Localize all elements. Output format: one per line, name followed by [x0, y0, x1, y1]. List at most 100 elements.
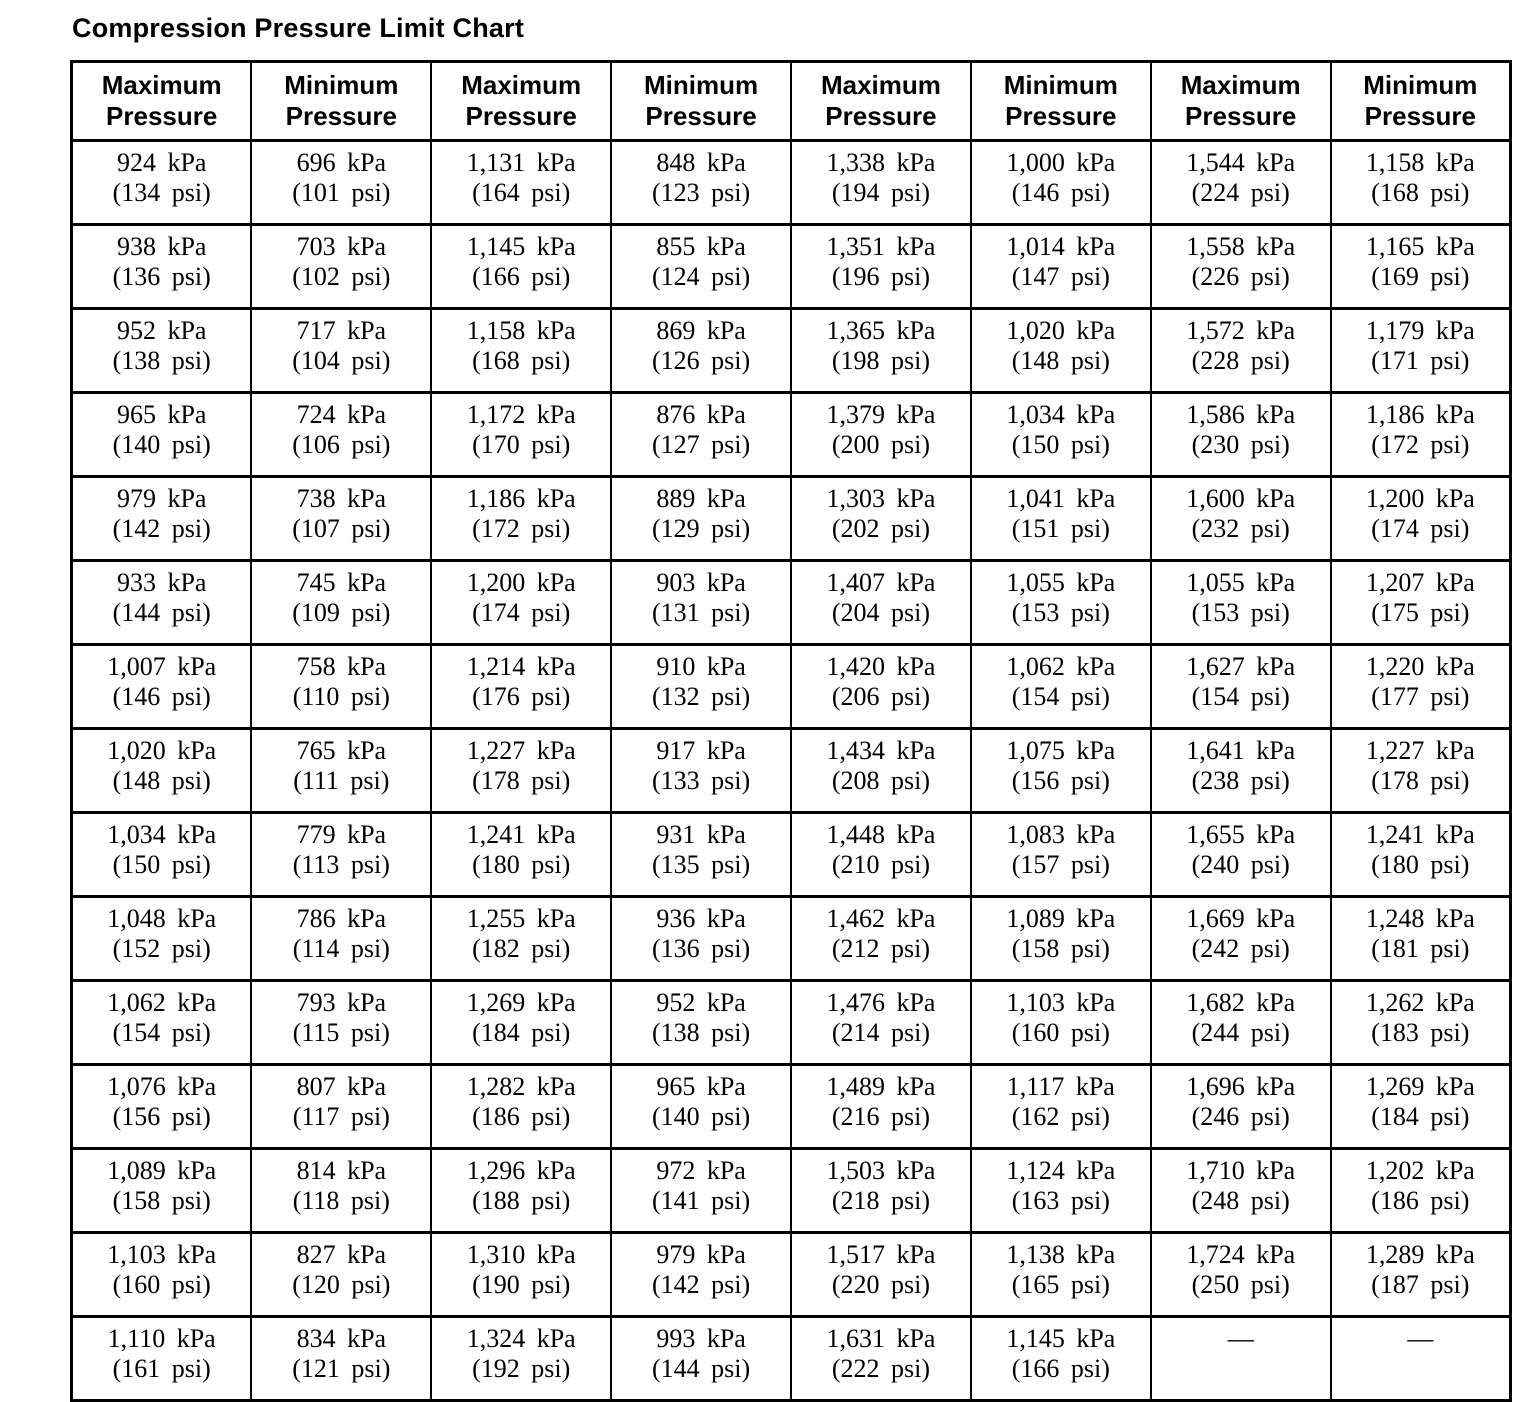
pressure-cell: 1,172 kPa (170 psi)	[430, 391, 613, 478]
pressure-cell: 1,462 kPa (212 psi)	[790, 895, 972, 982]
pressure-cell: 745 kPa (109 psi)	[250, 559, 433, 646]
pressure-cell: 952 kPa (138 psi)	[610, 979, 792, 1066]
pressure-cell: 1,158 kPa (168 psi)	[1329, 139, 1512, 226]
pressure-cell: 1,641 kPa (238 psi)	[1149, 727, 1332, 814]
table-row: 1,007 kPa (146 psi) 758 kPa (110 psi) 1,21…	[70, 643, 1512, 730]
pressure-cell: 1,241 kPa (180 psi)	[430, 811, 613, 898]
pressure-cell: 1,351 kPa (196 psi)	[790, 223, 972, 310]
pressure-cell: 1,076 kPa (156 psi)	[70, 1063, 253, 1150]
table-row: 952 kPa (138 psi) 717 kPa (104 psi) 1,158 …	[70, 307, 1512, 394]
pressure-cell: 1,503 kPa (218 psi)	[790, 1147, 972, 1234]
column-header: Minimum Pressure	[1329, 60, 1512, 142]
pressure-cell: 1,034 kPa (150 psi)	[70, 811, 253, 898]
pressure-cell: 1,227 kPa (178 psi)	[430, 727, 613, 814]
pressure-cell: 1,020 kPa (148 psi)	[969, 307, 1152, 394]
pressure-cell: 1,014 kPa (147 psi)	[969, 223, 1152, 310]
pressure-cell: 965 kPa (140 psi)	[70, 391, 253, 478]
pressure-cell: —	[1329, 1315, 1512, 1402]
table-row: 1,034 kPa (150 psi) 779 kPa (113 psi) 1,24…	[70, 811, 1512, 898]
pressure-cell: 1,262 kPa (183 psi)	[1329, 979, 1512, 1066]
pressure-cell: 1,379 kPa (200 psi)	[790, 391, 972, 478]
pressure-cell: 1,600 kPa (232 psi)	[1149, 475, 1332, 562]
column-header: Maximum Pressure	[1149, 60, 1332, 142]
table-header: Maximum Pressure Minimum Pressure Maximum …	[70, 60, 1512, 142]
pressure-cell: 758 kPa (110 psi)	[250, 643, 433, 730]
pressure-cell: 1,255 kPa (182 psi)	[430, 895, 613, 982]
pressure-cell: 1,103 kPa (160 psi)	[70, 1231, 253, 1318]
pressure-cell: 1,055 kPa (153 psi)	[1149, 559, 1332, 646]
pressure-cell: 1,165 kPa (169 psi)	[1329, 223, 1512, 310]
pressure-cell: 1,200 kPa (174 psi)	[430, 559, 613, 646]
pressure-cell: 848 kPa (123 psi)	[610, 139, 792, 226]
pressure-cell: 1,075 kPa (156 psi)	[969, 727, 1152, 814]
pressure-cell: 972 kPa (141 psi)	[610, 1147, 792, 1234]
pressure-cell: 1,586 kPa (230 psi)	[1149, 391, 1332, 478]
pressure-cell: 993 kPa (144 psi)	[610, 1315, 792, 1402]
column-header: Maximum Pressure	[70, 60, 253, 142]
table-row: 933 kPa (144 psi) 745 kPa (109 psi) 1,200 …	[70, 559, 1512, 646]
table-row: 1,076 kPa (156 psi) 807 kPa (117 psi) 1,28…	[70, 1063, 1512, 1150]
pressure-cell: 1,145 kPa (166 psi)	[969, 1315, 1152, 1402]
pressure-cell: 936 kPa (136 psi)	[610, 895, 792, 982]
pressure-cell: 1,407 kPa (204 psi)	[790, 559, 972, 646]
pressure-cell: 807 kPa (117 psi)	[250, 1063, 433, 1150]
pressure-cell: 1,669 kPa (242 psi)	[1149, 895, 1332, 982]
pressure-cell: 1,227 kPa (178 psi)	[1329, 727, 1512, 814]
pressure-cell: 724 kPa (106 psi)	[250, 391, 433, 478]
pressure-cell: 1,186 kPa (172 psi)	[430, 475, 613, 562]
pressure-cell: 814 kPa (118 psi)	[250, 1147, 433, 1234]
pressure-cell: 1,517 kPa (220 psi)	[790, 1231, 972, 1318]
pressure-cell: 1,220 kPa (177 psi)	[1329, 643, 1512, 730]
pressure-cell: 1,289 kPa (187 psi)	[1329, 1231, 1512, 1318]
pressure-cell: 1,627 kPa (154 psi)	[1149, 643, 1332, 730]
table-row: 1,110 kPa (161 psi) 834 kPa (121 psi) 1,32…	[70, 1315, 1512, 1402]
table-row: 924 kPa (134 psi) 696 kPa (101 psi) 1,131 …	[70, 139, 1512, 226]
pressure-cell: 1,303 kPa (202 psi)	[790, 475, 972, 562]
pressure-cell: 765 kPa (111 psi)	[250, 727, 433, 814]
column-header: Minimum Pressure	[250, 60, 433, 142]
pressure-cell: 1,034 kPa (150 psi)	[969, 391, 1152, 478]
pressure-cell: 717 kPa (104 psi)	[250, 307, 433, 394]
pressure-cell: 1,179 kPa (171 psi)	[1329, 307, 1512, 394]
pressure-cell: 793 kPa (115 psi)	[250, 979, 433, 1066]
compression-pressure-limit-table: Maximum Pressure Minimum Pressure Maximum …	[70, 60, 1512, 1402]
pressure-cell: 1,089 kPa (158 psi)	[70, 1147, 253, 1234]
pressure-cell: 924 kPa (134 psi)	[70, 139, 253, 226]
pressure-cell: 938 kPa (136 psi)	[70, 223, 253, 310]
pressure-cell: 1,282 kPa (186 psi)	[430, 1063, 613, 1150]
pressure-cell: 1,048 kPa (152 psi)	[70, 895, 253, 982]
pressure-cell: 1,572 kPa (228 psi)	[1149, 307, 1332, 394]
pressure-cell: 1,724 kPa (250 psi)	[1149, 1231, 1332, 1318]
pressure-cell: 1,145 kPa (166 psi)	[430, 223, 613, 310]
pressure-cell: 1,655 kPa (240 psi)	[1149, 811, 1332, 898]
pressure-cell: 1,710 kPa (248 psi)	[1149, 1147, 1332, 1234]
pressure-cell: 1,083 kPa (157 psi)	[969, 811, 1152, 898]
pressure-cell: 1,448 kPa (210 psi)	[790, 811, 972, 898]
pressure-cell: 1,420 kPa (206 psi)	[790, 643, 972, 730]
pressure-cell: 1,269 kPa (184 psi)	[1329, 1063, 1512, 1150]
table-row: 1,048 kPa (152 psi) 786 kPa (114 psi) 1,25…	[70, 895, 1512, 982]
table-row: 938 kPa (136 psi) 703 kPa (102 psi) 1,145 …	[70, 223, 1512, 310]
pressure-cell: 979 kPa (142 psi)	[70, 475, 253, 562]
pressure-cell: 917 kPa (133 psi)	[610, 727, 792, 814]
pressure-cell: 1,020 kPa (148 psi)	[70, 727, 253, 814]
pressure-cell: 876 kPa (127 psi)	[610, 391, 792, 478]
pressure-cell: 1,682 kPa (244 psi)	[1149, 979, 1332, 1066]
pressure-cell: 1,124 kPa (163 psi)	[969, 1147, 1152, 1234]
pressure-cell: 1,696 kPa (246 psi)	[1149, 1063, 1332, 1150]
pressure-cell: 1,558 kPa (226 psi)	[1149, 223, 1332, 310]
pressure-cell: 696 kPa (101 psi)	[250, 139, 433, 226]
pressure-cell: 933 kPa (144 psi)	[70, 559, 253, 646]
pressure-cell: 1,269 kPa (184 psi)	[430, 979, 613, 1066]
table-row: 1,103 kPa (160 psi) 827 kPa (120 psi) 1,31…	[70, 1231, 1512, 1318]
pressure-cell: 1,338 kPa (194 psi)	[790, 139, 972, 226]
pressure-cell: 1,324 kPa (192 psi)	[430, 1315, 613, 1402]
pressure-cell: 855 kPa (124 psi)	[610, 223, 792, 310]
pressure-cell: 738 kPa (107 psi)	[250, 475, 433, 562]
pressure-cell: 1,186 kPa (172 psi)	[1329, 391, 1512, 478]
pressure-cell: 703 kPa (102 psi)	[250, 223, 433, 310]
table-row: 979 kPa (142 psi) 738 kPa (107 psi) 1,186 …	[70, 475, 1512, 562]
table-row: 1,062 kPa (154 psi) 793 kPa (115 psi) 1,26…	[70, 979, 1512, 1066]
table-body: 924 kPa (134 psi) 696 kPa (101 psi) 1,131 …	[70, 139, 1512, 1402]
pressure-cell: 910 kPa (132 psi)	[610, 643, 792, 730]
